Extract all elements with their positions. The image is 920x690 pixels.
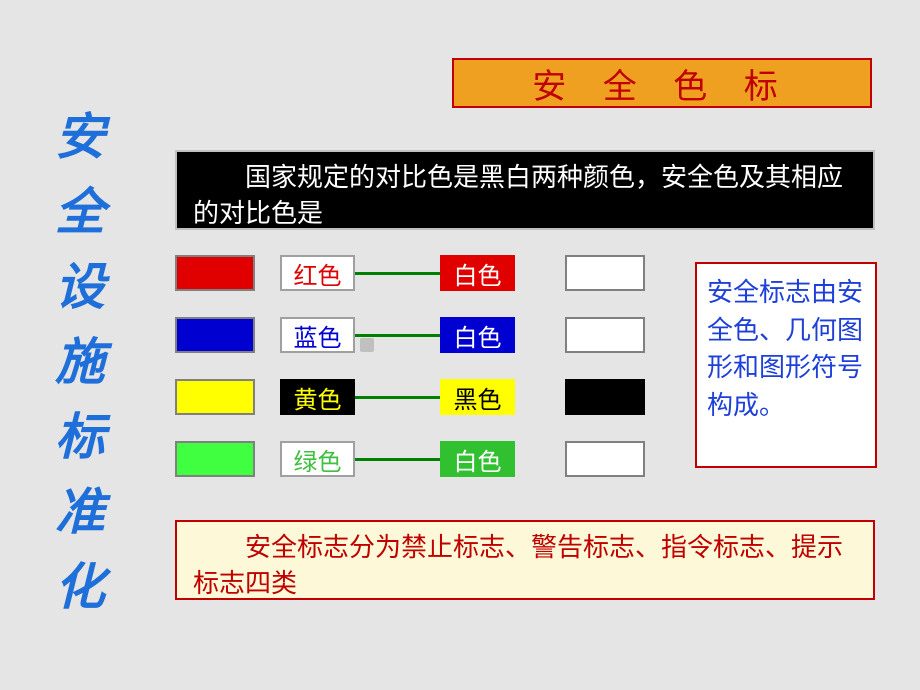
left-swatch (175, 379, 255, 415)
left-swatch (175, 317, 255, 353)
header-banner: 安 全 色 标 (452, 58, 872, 108)
color-pair-row: 蓝色 白色 (175, 317, 665, 379)
sidebar-char: 设 (50, 250, 110, 325)
note-text: 安全标志由安全色、几何图形和图形符号构成。 (707, 278, 863, 420)
right-swatch (565, 441, 645, 477)
left-label: 蓝色 (280, 317, 355, 353)
connector-line (355, 334, 440, 337)
sidebar-char: 准 (50, 475, 110, 550)
connector-line (355, 396, 440, 399)
sidebar-char: 施 (50, 325, 110, 400)
right-swatch (565, 379, 645, 415)
left-label: 绿色 (280, 441, 355, 477)
right-label: 白色 (440, 441, 515, 477)
right-label: 白色 (440, 255, 515, 291)
right-label: 黑色 (440, 379, 515, 415)
intro-text: 国家规定的对比色是黑白两种颜色，安全色及其相应的对比色是 (193, 160, 857, 233)
sidebar-vertical-title: 安全设施标准化 (50, 100, 110, 625)
connector-line (355, 272, 440, 275)
right-swatch (565, 317, 645, 353)
color-pair-row: 绿色 白色 (175, 441, 665, 503)
note-box: 安全标志由安全色、几何图形和图形符号构成。 (695, 262, 877, 468)
right-label: 白色 (440, 317, 515, 353)
sidebar-char: 安 (50, 100, 110, 175)
left-label: 黄色 (280, 379, 355, 415)
right-swatch (565, 255, 645, 291)
color-pair-row: 红色 白色 (175, 255, 665, 317)
left-swatch (175, 441, 255, 477)
intro-box: 国家规定的对比色是黑白两种颜色，安全色及其相应的对比色是 (175, 150, 875, 230)
sidebar-char: 全 (50, 175, 110, 250)
connector-line (355, 458, 440, 461)
left-swatch (175, 255, 255, 291)
footer-text: 安全标志分为禁止标志、警告标志、指令标志、提示标志四类 (193, 530, 857, 603)
left-label: 红色 (280, 255, 355, 291)
header-banner-text: 安 全 色 标 (532, 59, 792, 108)
center-marker (360, 338, 374, 352)
color-pair-row: 黄色 黑色 (175, 379, 665, 441)
sidebar-char: 化 (50, 550, 110, 625)
sidebar-char: 标 (50, 400, 110, 475)
footer-box: 安全标志分为禁止标志、警告标志、指令标志、提示标志四类 (175, 520, 875, 600)
